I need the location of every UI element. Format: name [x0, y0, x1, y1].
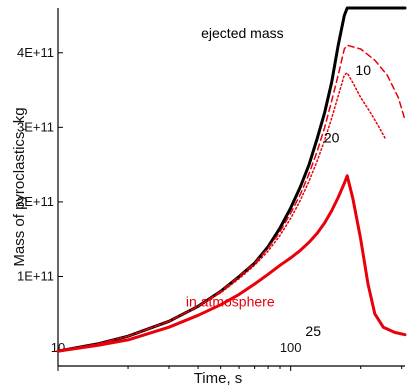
series-line-2: [57, 44, 406, 352]
x-axis-title: Time, s: [194, 370, 243, 387]
y-axis-ticks: 1E+11 2E+11 3E+11 4E+11: [17, 45, 63, 284]
annotation-label: 20: [324, 129, 340, 145]
annotation-label: 25: [305, 323, 321, 339]
y-tick-label: 3E+11: [17, 119, 54, 134]
annotation-layer: ejected mass 10 20 in atmosphere 25: [186, 25, 371, 339]
series-line-4: [56, 174, 407, 353]
annotation-label: 10: [355, 62, 371, 78]
x-tick-label: 10: [51, 340, 65, 355]
plot-area: [57, 8, 405, 367]
y-tick-label: 4E+11: [17, 45, 54, 60]
y-tick-label: 2E+11: [17, 194, 54, 209]
x-tick-label: 100: [280, 340, 302, 355]
y-tick-label: 1E+11: [17, 269, 54, 284]
series-layer: [56, 6, 407, 353]
annotation-label: in atmosphere: [186, 293, 275, 309]
annotation-label: ejected mass: [201, 25, 283, 41]
series-line-3: [57, 72, 387, 352]
y-axis-title: Mass of pyroclastics, kg: [11, 107, 28, 266]
